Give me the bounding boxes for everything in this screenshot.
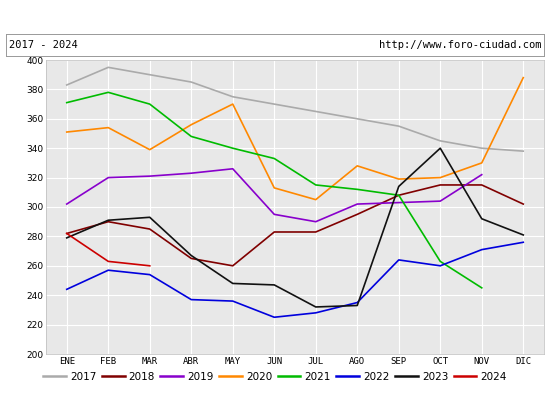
- Text: Evolucion del paro registrado en Chinchilla de Monte-Aragón: Evolucion del paro registrado en Chinchi…: [73, 8, 477, 22]
- Legend: 2017, 2018, 2019, 2020, 2021, 2022, 2023, 2024: 2017, 2018, 2019, 2020, 2021, 2022, 2023…: [39, 368, 511, 386]
- Text: 2017 - 2024: 2017 - 2024: [9, 40, 78, 50]
- Text: http://www.foro-ciudad.com: http://www.foro-ciudad.com: [379, 40, 541, 50]
